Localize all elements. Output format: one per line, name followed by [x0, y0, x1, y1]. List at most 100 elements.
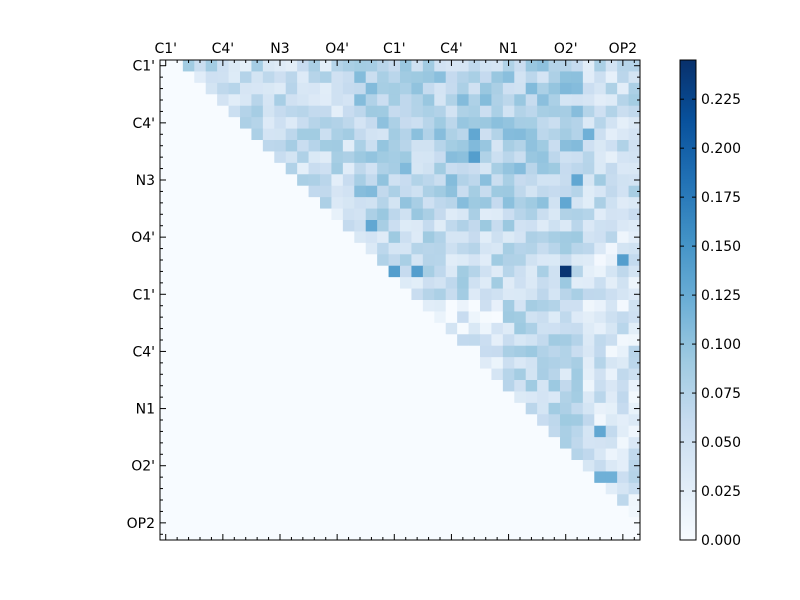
heatmap-cell — [525, 460, 538, 472]
heatmap-cell — [594, 460, 607, 472]
heatmap-cell — [537, 311, 549, 324]
heatmap-cell — [354, 460, 367, 472]
heatmap-cell — [320, 117, 332, 129]
heatmap-cell — [182, 231, 195, 244]
heatmap-cell — [411, 277, 424, 289]
heatmap-cell — [411, 517, 424, 529]
heatmap-cell — [342, 254, 355, 267]
heatmap-cell — [217, 368, 229, 381]
heatmap-cell — [480, 185, 492, 198]
x-tick-labels: C1' C4' N3 O4' C1' C4' N1 O2' OP2 — [154, 41, 637, 57]
heatmap-cell — [285, 334, 298, 347]
heatmap-cell — [594, 505, 607, 518]
heatmap-cell — [320, 140, 332, 152]
heatmap-cell — [205, 117, 218, 129]
heatmap-cell — [537, 368, 549, 381]
y-tick-label: N1 — [136, 402, 155, 418]
heatmap-cell — [160, 197, 172, 209]
heatmap-cell — [297, 322, 309, 335]
heatmap-cell — [434, 448, 447, 461]
heatmap-cell — [388, 494, 401, 507]
heatmap-cell — [308, 231, 321, 244]
heatmap-cell — [571, 82, 584, 95]
heatmap-cell — [308, 494, 321, 507]
heatmap-cell — [297, 185, 309, 198]
heatmap-cell — [571, 254, 584, 267]
heatmap-cell — [160, 151, 172, 164]
heatmap-cell — [365, 60, 378, 72]
heatmap-cell — [262, 345, 275, 358]
heatmap-cell — [194, 334, 207, 347]
heatmap-cell — [571, 402, 584, 415]
heatmap-cell — [228, 482, 241, 495]
heatmap-cell — [468, 528, 481, 541]
heatmap-cell — [537, 277, 549, 289]
heatmap-cell — [205, 265, 218, 278]
heatmap-cell — [628, 437, 641, 449]
heatmap-cell — [434, 174, 447, 187]
heatmap-cell — [617, 425, 629, 438]
heatmap-cell — [548, 505, 561, 518]
heatmap-cell — [205, 82, 218, 95]
heatmap-cell — [171, 174, 184, 187]
heatmap-cell — [594, 231, 607, 244]
heatmap-cell — [274, 448, 287, 461]
heatmap-cell — [617, 140, 629, 152]
heatmap-cell — [560, 437, 572, 449]
heatmap-cell — [400, 391, 412, 404]
heatmap-cell — [582, 345, 595, 358]
heatmap-cell — [251, 414, 264, 427]
heatmap-cell — [365, 380, 378, 392]
heatmap-cell — [560, 174, 572, 187]
heatmap-cell — [560, 402, 572, 415]
heatmap-cell — [468, 368, 481, 381]
heatmap-cell — [354, 254, 367, 267]
heatmap-cell — [308, 448, 321, 461]
heatmap-cell — [617, 448, 629, 461]
heatmap-cell — [525, 357, 538, 369]
heatmap-cell — [354, 162, 367, 175]
heatmap-cell — [605, 517, 618, 529]
heatmap-cell — [445, 197, 458, 209]
heatmap-cell — [262, 288, 275, 301]
heatmap-cell — [445, 357, 458, 369]
heatmap-cell — [251, 197, 264, 209]
heatmap-cell — [354, 528, 367, 541]
heatmap-cell — [308, 265, 321, 278]
heatmap-cell — [308, 128, 321, 141]
heatmap-cell — [480, 517, 492, 529]
heatmap-cell — [514, 128, 527, 141]
heatmap-cell — [262, 60, 275, 72]
heatmap-cell — [171, 265, 184, 278]
heatmap-cell — [285, 277, 298, 289]
heatmap-cell — [205, 380, 218, 392]
heatmap-cell — [411, 494, 424, 507]
heatmap-cell — [445, 105, 458, 118]
heatmap-cell — [411, 334, 424, 347]
heatmap-cell — [514, 517, 527, 529]
heatmap-cell — [548, 517, 561, 529]
heatmap-cell — [514, 277, 527, 289]
heatmap-cell — [480, 220, 492, 232]
heatmap-cell — [480, 60, 492, 72]
heatmap-cell — [560, 380, 572, 392]
heatmap-cell — [160, 414, 172, 427]
heatmap-cell — [468, 471, 481, 484]
heatmap-cell — [582, 517, 595, 529]
heatmap-cell — [491, 82, 504, 95]
heatmap-cell — [434, 402, 447, 415]
heatmap-cell — [400, 105, 412, 118]
heatmap-cell — [434, 368, 447, 381]
heatmap-cell — [377, 151, 389, 164]
heatmap-cell — [285, 128, 298, 141]
heatmap-cell — [594, 197, 607, 209]
heatmap-cell — [251, 220, 264, 232]
heatmap-cell — [320, 460, 332, 472]
heatmap-cell — [205, 140, 218, 152]
heatmap-cells — [160, 60, 641, 541]
heatmap-cell — [274, 197, 287, 209]
heatmap-cell — [388, 334, 401, 347]
heatmap-cell — [205, 60, 218, 72]
heatmap-cell — [514, 368, 527, 381]
heatmap-cell — [400, 185, 412, 198]
